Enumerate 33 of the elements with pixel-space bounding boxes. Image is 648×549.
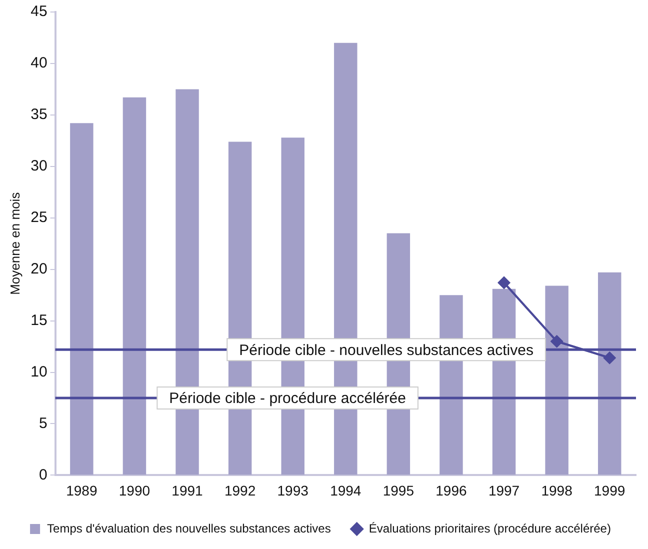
x-tick-label: 1999 — [594, 482, 626, 498]
y-tick-label: 45 — [30, 3, 48, 20]
y-tick-label: 40 — [30, 54, 48, 72]
x-tick-label: 1998 — [541, 482, 573, 498]
y-tick-label: 20 — [30, 260, 48, 278]
y-tick-label: 0 — [38, 466, 48, 484]
bar — [598, 272, 622, 475]
bar — [122, 97, 146, 475]
y-tick-label: 35 — [30, 106, 48, 124]
x-tick-label: 1989 — [66, 482, 98, 498]
y-tick-label: 10 — [30, 363, 48, 380]
x-tick-label: 1995 — [382, 482, 414, 498]
ref-line-label: Période cible - nouvelles substances actives — [239, 342, 534, 359]
y-tick-label: 5 — [38, 414, 48, 432]
x-tick-label: 1993 — [277, 482, 309, 498]
legend-label: Temps d'évaluation des nouvelles substances actives — [47, 521, 331, 536]
y-tick-label: 15 — [30, 312, 48, 329]
x-tick-label: 1994 — [330, 482, 362, 498]
point — [498, 276, 510, 289]
point — [604, 352, 616, 364]
x-tick-label: 1991 — [172, 482, 204, 498]
bar — [545, 286, 568, 475]
y-axis-title: Moyenne en mois — [7, 192, 22, 295]
x-tick-label: 1992 — [224, 482, 256, 498]
bar — [70, 123, 94, 475]
x-tick-label: 1996 — [436, 482, 468, 498]
y-tick-label: 25 — [30, 209, 48, 226]
x-tick-label: 1990 — [118, 482, 150, 498]
ref-line-label: Période cible - procédure accélérée — [169, 390, 406, 408]
y-tick-label: 30 — [30, 158, 48, 175]
legend-label: Évaluations prioritaires (procédure accélérée) — [368, 521, 611, 536]
x-tick-label: 1997 — [488, 482, 520, 498]
point — [550, 335, 563, 348]
